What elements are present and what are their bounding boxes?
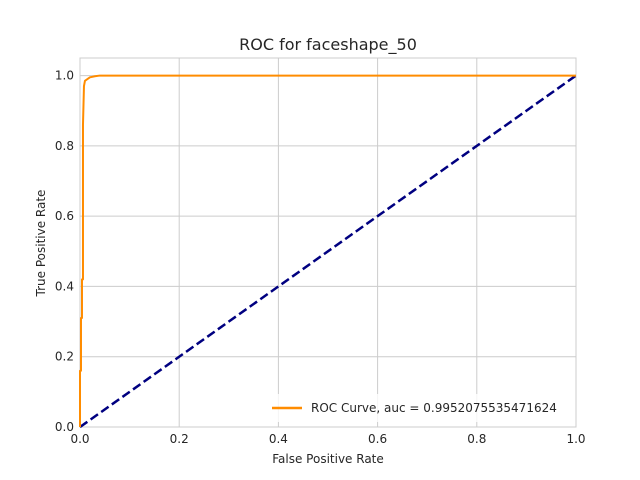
x-tick-label: 0.2 [170, 432, 189, 446]
y-tick-label: 0.6 [55, 209, 74, 223]
y-tick-label: 0.0 [55, 420, 74, 434]
x-axis-label: False Positive Rate [272, 452, 384, 466]
series-layer [79, 74, 577, 429]
roc-curve-line [79, 74, 576, 427]
x-tick-labels: 0.0 0.2 0.4 0.6 0.8 1.0 [70, 432, 585, 446]
chart-title: ROC for faceshape_50 [239, 35, 417, 55]
y-tick-label: 0.2 [55, 350, 74, 364]
y-axis-label: True Positive Rate [34, 190, 48, 298]
x-tick-label: 0.0 [70, 432, 89, 446]
legend-box [262, 394, 574, 422]
chance-diagonal-line [79, 74, 577, 429]
legend: ROC Curve, auc = 0.9952075535471624 [262, 394, 574, 422]
x-tick-label: 0.4 [269, 432, 288, 446]
y-tick-labels: 0.0 0.2 0.4 0.6 0.8 1.0 [55, 69, 74, 434]
x-tick-label: 0.6 [368, 432, 387, 446]
y-tick-label: 0.8 [55, 139, 74, 153]
legend-label: ROC Curve, auc = 0.9952075535471624 [311, 401, 557, 415]
y-tick-label: 0.4 [55, 279, 74, 293]
plot-frame [79, 57, 577, 428]
x-tick-label: 1.0 [566, 432, 585, 446]
x-tick-label: 0.8 [467, 432, 486, 446]
grid-lines [79, 58, 577, 428]
y-tick-label: 1.0 [55, 69, 74, 83]
